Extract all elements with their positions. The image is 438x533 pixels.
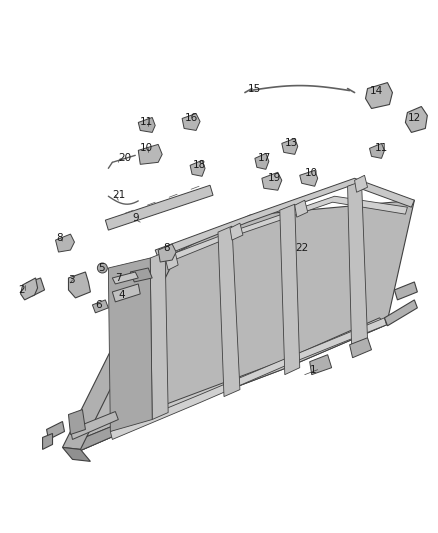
Polygon shape	[78, 200, 414, 451]
Polygon shape	[68, 272, 90, 298]
Text: 2: 2	[19, 285, 25, 295]
Polygon shape	[63, 255, 175, 449]
Polygon shape	[63, 447, 90, 462]
Text: 18: 18	[193, 160, 206, 171]
Polygon shape	[108, 258, 152, 432]
Text: 20: 20	[118, 154, 131, 163]
Text: 6: 6	[95, 300, 102, 310]
Polygon shape	[310, 355, 332, 375]
Polygon shape	[72, 405, 168, 451]
Text: 5: 5	[99, 263, 105, 273]
Polygon shape	[300, 171, 318, 186]
Polygon shape	[138, 117, 155, 132]
Polygon shape	[395, 282, 417, 300]
Polygon shape	[68, 409, 85, 434]
Polygon shape	[190, 160, 205, 176]
Polygon shape	[366, 83, 392, 109]
Text: 9: 9	[132, 213, 139, 223]
Polygon shape	[230, 223, 243, 240]
Polygon shape	[112, 272, 138, 284]
Polygon shape	[71, 411, 118, 439]
Circle shape	[97, 263, 107, 273]
Text: 15: 15	[248, 84, 261, 94]
Polygon shape	[150, 252, 168, 419]
Polygon shape	[406, 107, 427, 132]
Text: 8: 8	[57, 233, 63, 243]
Text: 10: 10	[305, 168, 318, 179]
Polygon shape	[165, 252, 178, 270]
Polygon shape	[92, 300, 108, 313]
Polygon shape	[255, 154, 269, 169]
Text: 11: 11	[374, 143, 388, 154]
Polygon shape	[56, 234, 74, 252]
Polygon shape	[42, 433, 53, 449]
Text: 16: 16	[185, 114, 198, 124]
Polygon shape	[348, 181, 367, 347]
Text: 11: 11	[140, 117, 153, 127]
Text: 17: 17	[258, 154, 271, 163]
Polygon shape	[130, 268, 152, 282]
Text: 8: 8	[163, 243, 170, 253]
Text: 21: 21	[112, 190, 126, 200]
Polygon shape	[262, 172, 282, 190]
Polygon shape	[295, 200, 308, 217]
Polygon shape	[130, 196, 407, 277]
Polygon shape	[280, 204, 300, 375]
Polygon shape	[106, 185, 213, 230]
Text: 12: 12	[407, 114, 420, 124]
Polygon shape	[350, 338, 371, 358]
Polygon shape	[138, 144, 162, 164]
Polygon shape	[182, 114, 200, 131]
Polygon shape	[21, 278, 38, 300]
Polygon shape	[72, 318, 386, 451]
Text: 1: 1	[310, 365, 316, 375]
Polygon shape	[370, 143, 385, 158]
Text: 4: 4	[118, 290, 125, 300]
Text: 3: 3	[68, 275, 75, 285]
Text: 7: 7	[115, 273, 122, 283]
Polygon shape	[355, 175, 367, 192]
Polygon shape	[110, 318, 386, 439]
Polygon shape	[27, 278, 45, 296]
Polygon shape	[158, 244, 176, 262]
Polygon shape	[282, 139, 298, 155]
Text: 13: 13	[285, 139, 298, 148]
Text: 10: 10	[140, 143, 153, 154]
Polygon shape	[218, 226, 240, 397]
Polygon shape	[46, 422, 64, 439]
Text: 19: 19	[268, 173, 281, 183]
Text: 14: 14	[370, 86, 383, 95]
Polygon shape	[385, 300, 417, 326]
Text: 22: 22	[295, 243, 308, 253]
Polygon shape	[155, 178, 414, 258]
Polygon shape	[112, 284, 140, 302]
